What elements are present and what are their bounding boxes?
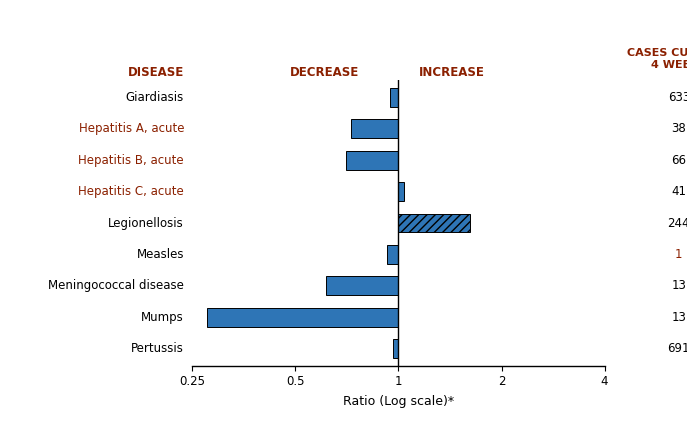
Text: 13: 13	[671, 279, 686, 292]
Text: 244: 244	[668, 216, 687, 230]
Text: CASES CURRENT
4 WEEKS: CASES CURRENT 4 WEEKS	[627, 48, 687, 70]
Text: Legionellosis: Legionellosis	[109, 216, 184, 230]
Text: 66: 66	[671, 154, 686, 167]
Text: 38: 38	[671, 122, 686, 136]
Text: 633: 633	[668, 91, 687, 104]
Text: Pertussis: Pertussis	[131, 342, 184, 355]
Text: 691: 691	[668, 342, 687, 355]
Bar	[387, 245, 398, 264]
Bar	[350, 120, 398, 138]
Text: Meningococcal disease: Meningococcal disease	[48, 279, 184, 292]
Text: DISEASE: DISEASE	[128, 66, 184, 79]
Text: 13: 13	[671, 310, 686, 324]
Text: INCREASE: INCREASE	[419, 66, 485, 79]
Text: Hepatitis A, acute: Hepatitis A, acute	[78, 122, 184, 136]
Text: Hepatitis B, acute: Hepatitis B, acute	[78, 154, 184, 167]
Text: 41: 41	[671, 185, 686, 198]
Bar	[398, 182, 404, 201]
Bar	[390, 88, 398, 107]
Text: DECREASE: DECREASE	[290, 66, 359, 79]
Text: Mumps: Mumps	[142, 310, 184, 324]
Text: Giardiasis: Giardiasis	[126, 91, 184, 104]
X-axis label: Ratio (Log scale)*: Ratio (Log scale)*	[343, 396, 454, 409]
Bar	[398, 214, 470, 232]
Text: Hepatitis C, acute: Hepatitis C, acute	[78, 185, 184, 198]
Bar	[207, 308, 398, 326]
Bar	[393, 339, 398, 358]
Bar	[346, 151, 398, 169]
Bar	[326, 277, 398, 295]
Text: 1: 1	[675, 248, 682, 261]
Text: Measles: Measles	[137, 248, 184, 261]
